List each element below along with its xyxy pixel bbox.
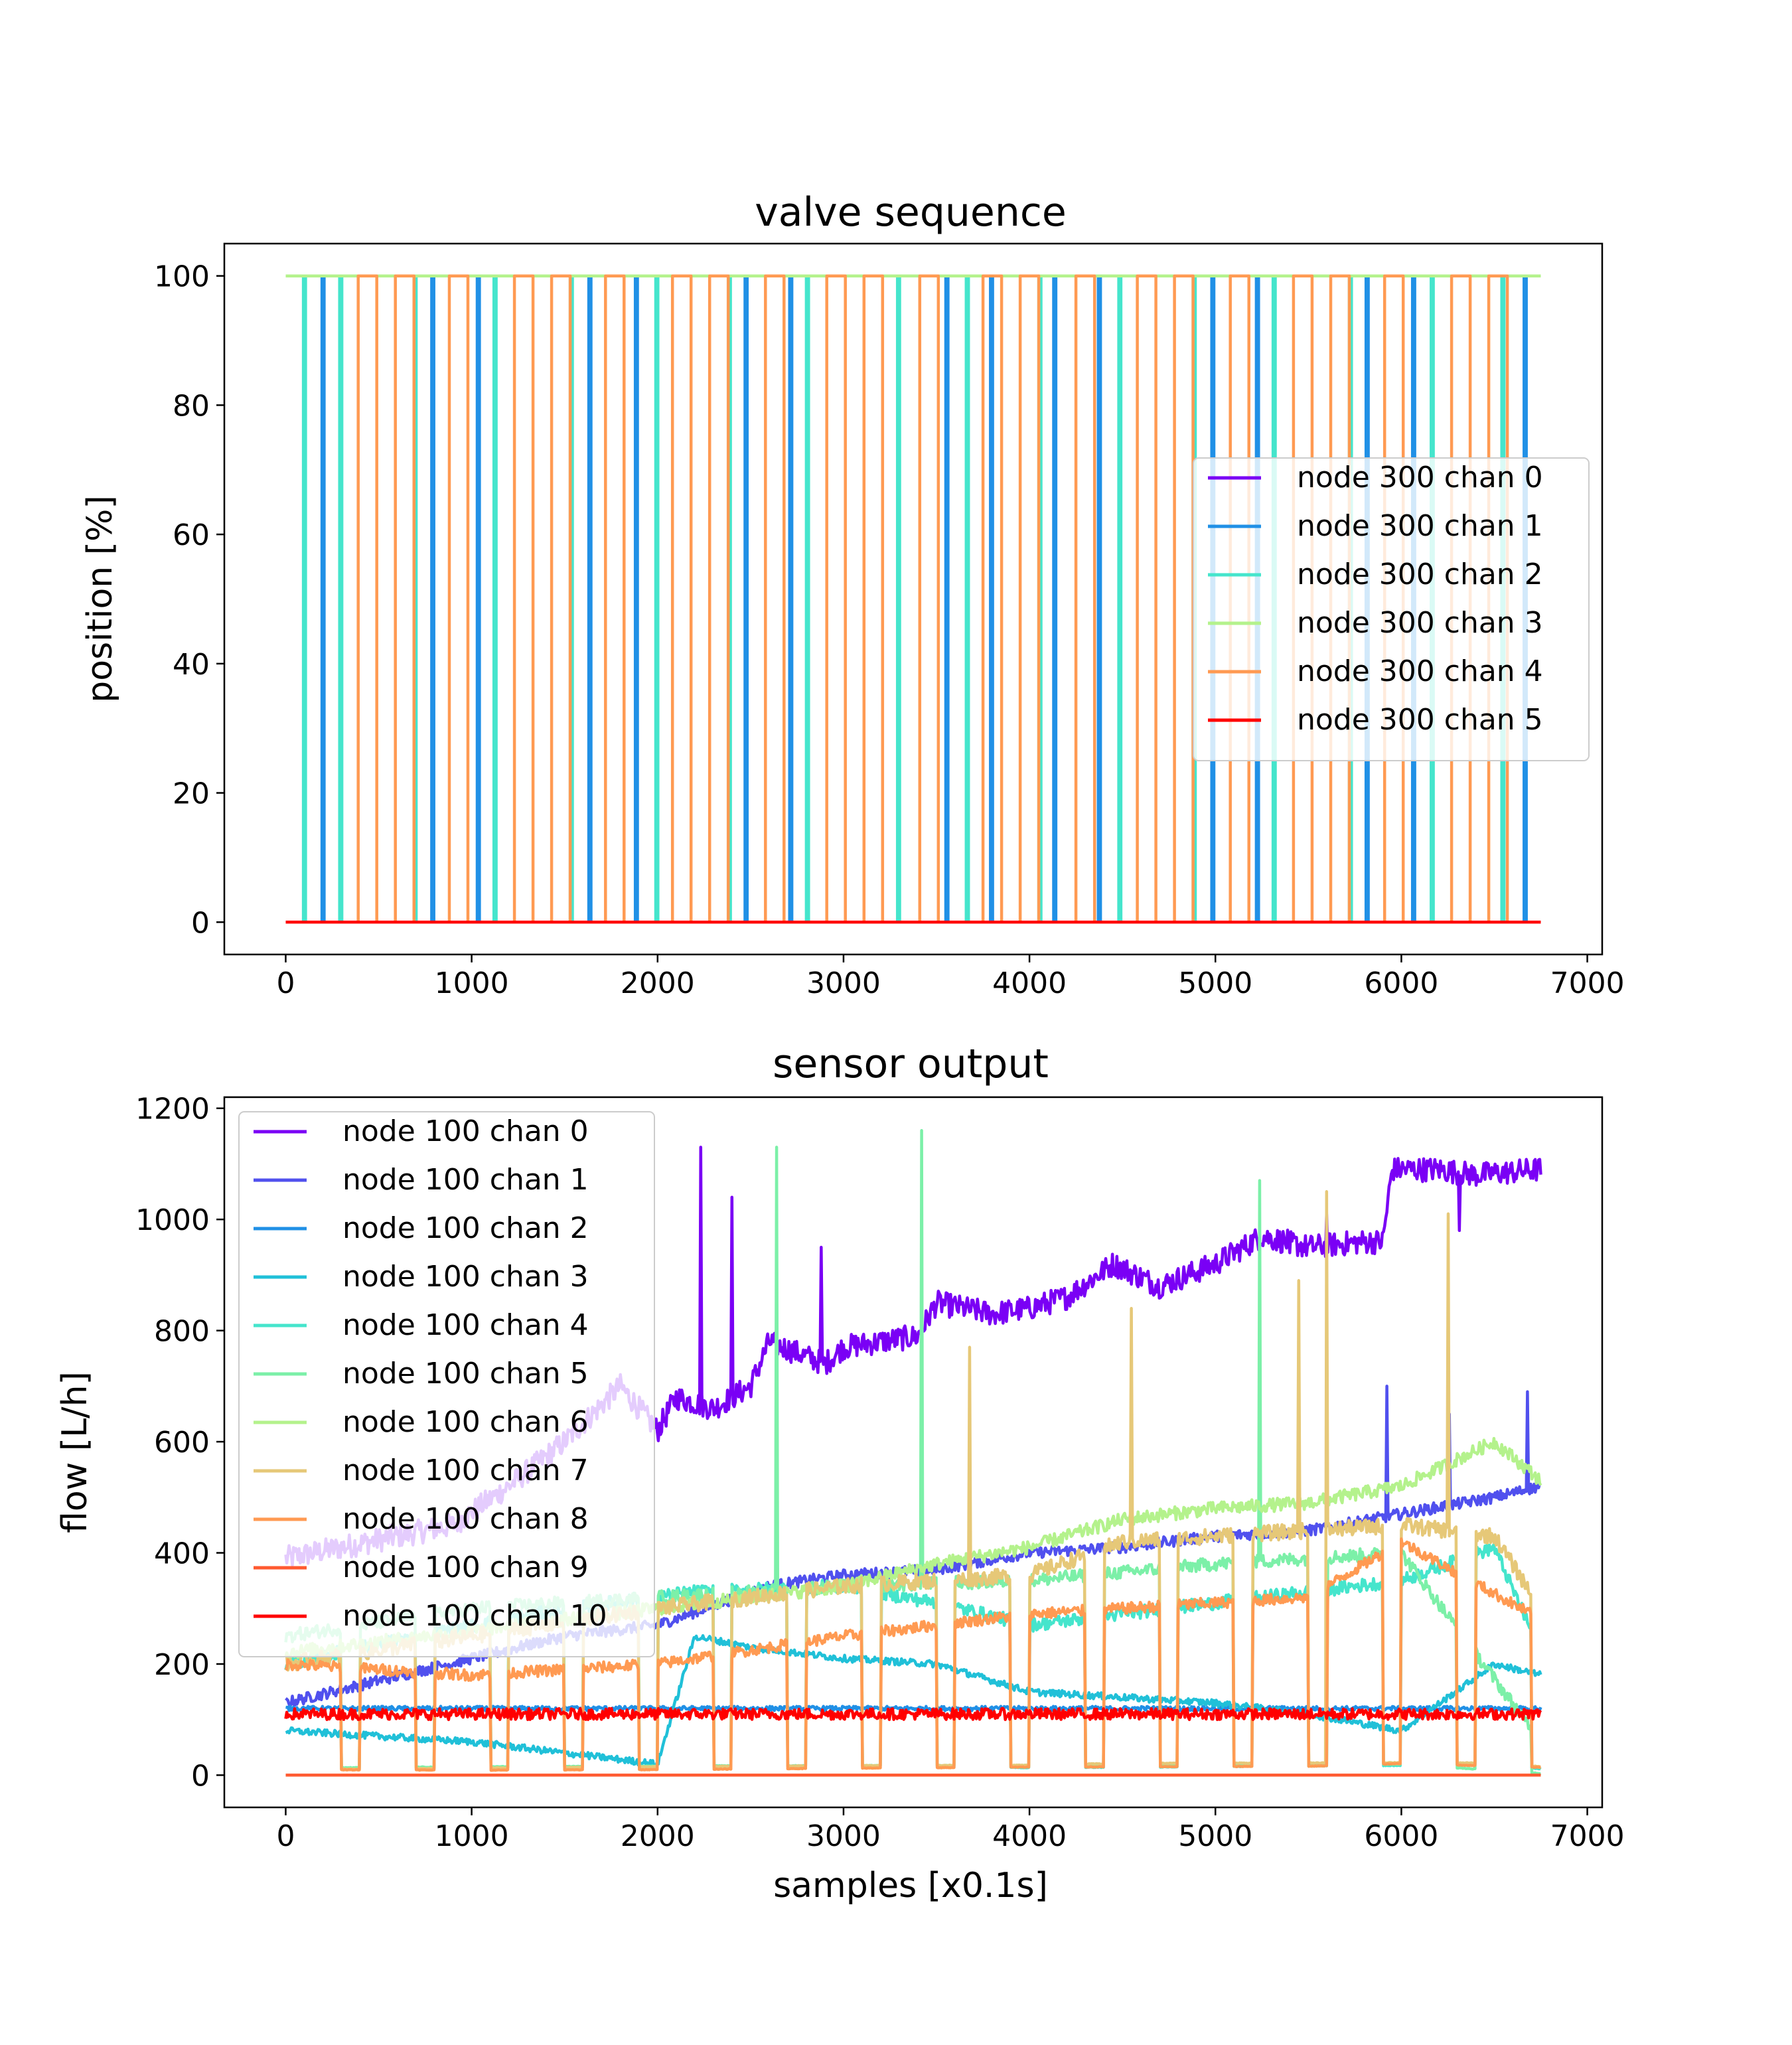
sensor-output-legend[interactable]: node 100 chan 0 node 100 chan 1 node 100 c… — [238, 1111, 655, 1657]
x-tick-label: 1000 — [435, 1819, 509, 1853]
x-tick-label: 4000 — [992, 1819, 1067, 1853]
series-line-node-100-chan-7 — [285, 1190, 1542, 1772]
y-tick-label: 800 — [154, 1315, 210, 1349]
x-tick-label: 3000 — [806, 1819, 881, 1853]
y-tick-label: 40 — [173, 648, 210, 682]
legend-label: node 300 chan 5 — [1297, 703, 1543, 737]
legend-label: node 100 chan 9 — [342, 1551, 589, 1584]
x-tick-label: 2000 — [621, 966, 695, 1000]
x-tick-label: 2000 — [621, 1819, 695, 1853]
x-tick-label: 3000 — [806, 966, 881, 1000]
y-tick-label: 600 — [154, 1426, 210, 1460]
series-line-node-100-chan-8 — [284, 1537, 1542, 1772]
y-tick-label: 100 — [154, 260, 210, 294]
legend-label: node 100 chan 8 — [342, 1502, 589, 1536]
y-tick-label: 400 — [154, 1537, 210, 1571]
legend-label: node 300 chan 1 — [1297, 509, 1543, 543]
x-tick-label: 5000 — [1178, 1819, 1252, 1853]
legend-label: node 100 chan 4 — [342, 1308, 589, 1342]
valve-sequence-title: valve sequence — [755, 189, 1067, 236]
legend-label: node 300 chan 0 — [1297, 461, 1543, 494]
x-tick-label: 1000 — [435, 966, 509, 1000]
y-tick-label: 0 — [191, 1759, 210, 1793]
y-tick-label: 1000 — [135, 1203, 210, 1237]
legend-label: node 100 chan 1 — [342, 1163, 589, 1197]
valve-sequence-frame — [223, 242, 1604, 956]
legend-label: node 300 chan 2 — [1297, 558, 1543, 591]
valve-sequence-legend[interactable]: node 300 chan 0 node 300 chan 1 node 300 c… — [1193, 457, 1590, 761]
sensor-output-ticks: 0 1000 2000 3000 4000 5000 6000 7000 0 200 400 600 8… — [135, 1093, 1625, 1853]
y-tick-label: 20 — [173, 777, 210, 811]
legend-label: node 300 chan 4 — [1297, 654, 1543, 688]
sensor-output-frame — [223, 1096, 1604, 1809]
y-tick-label: 1200 — [135, 1093, 210, 1126]
x-tick-label: 7000 — [1550, 1819, 1625, 1853]
legend-label: node 100 chan 0 — [342, 1114, 589, 1148]
series-line-node-100-chan-10 — [284, 1706, 1542, 1721]
x-tick-label: 5000 — [1178, 966, 1252, 1000]
x-tick-label: 0 — [276, 966, 295, 1000]
series-line-node-100-chan-3 — [285, 1633, 1542, 1768]
legend-label: node 100 chan 3 — [342, 1260, 589, 1294]
x-tick-label: 6000 — [1364, 1819, 1438, 1853]
x-tick-label: 7000 — [1550, 966, 1625, 1000]
sensor-output-y-axis-label: flow [L/h] — [55, 1371, 95, 1533]
y-tick-label: 80 — [173, 389, 210, 423]
sensor-output-x-axis-label: samples [x0.1s] — [773, 1866, 1048, 1906]
legend-label: node 100 chan 5 — [342, 1357, 589, 1391]
legend-label: node 100 chan 10 — [342, 1599, 607, 1633]
x-tick-label: 4000 — [992, 966, 1067, 1000]
legend-label: node 100 chan 6 — [342, 1405, 589, 1439]
legend-box — [238, 1111, 655, 1657]
legend-box — [1193, 457, 1590, 761]
y-tick-label: 0 — [191, 906, 210, 940]
y-tick-label: 60 — [173, 518, 210, 552]
sensor-output-axes: sensor output 0 1000 2000 3000 4000 5000 6000 7… — [55, 1041, 1625, 1906]
x-tick-label: 6000 — [1364, 966, 1438, 1000]
y-tick-label: 200 — [154, 1648, 210, 1682]
valve-sequence-y-axis-label: position [%] — [80, 495, 120, 702]
valve-sequence-axes: valve sequence 0 1000 2000 3000 4000 5000 6000… — [80, 189, 1625, 1000]
legend-label: node 100 chan 7 — [342, 1454, 589, 1487]
legend-label: node 300 chan 3 — [1297, 606, 1543, 640]
valve-sequence-ticks: 0 1000 2000 3000 4000 5000 6000 7000 0 20 40 60 80 10… — [154, 260, 1625, 1000]
sensor-output-title: sensor output — [773, 1041, 1049, 1087]
x-tick-label: 0 — [276, 1819, 295, 1853]
legend-label: node 100 chan 2 — [342, 1211, 589, 1245]
